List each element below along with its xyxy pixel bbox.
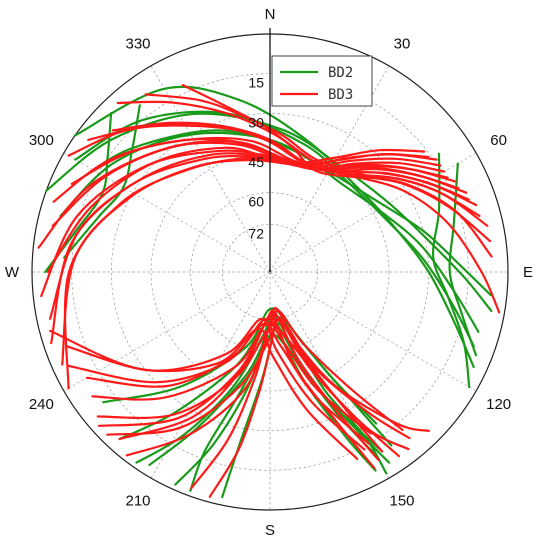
bd3-track-27 [118, 309, 380, 461]
bd2-track-7 [448, 162, 478, 357]
bd3-track-25 [190, 313, 400, 490]
elevation-label-30: 30 [248, 114, 264, 130]
azimuth-label-330: 330 [125, 35, 150, 52]
azimuth-label-300: 300 [29, 132, 54, 149]
axis-labels: N 30 60 E 120 150 S 210 240 W 300 330 15 30 45 60 72 [5, 6, 533, 539]
bd2-track-11 [148, 333, 384, 466]
azimuth-label-240: 240 [29, 396, 54, 413]
azimuth-label-180: S [265, 522, 275, 539]
elevation-label-45: 45 [248, 154, 264, 170]
azimuth-label-270: W [5, 264, 20, 281]
azimuth-label-210: 210 [125, 493, 150, 510]
azimuth-label-120: 120 [486, 396, 511, 413]
satellite-tracks [37, 84, 501, 499]
azimuth-label-30: 30 [394, 35, 411, 52]
legend-box [271, 55, 373, 107]
bd3-track-28 [97, 314, 376, 470]
legend-label-bd2: BD2 [328, 65, 353, 81]
legend-label-bd3: BD3 [328, 87, 353, 103]
grid-ring-60 [190, 192, 350, 352]
bd3-track-16 [63, 148, 426, 390]
azimuth-label-60: 60 [490, 132, 507, 149]
bd3-track-24 [208, 309, 404, 498]
bd2-track-8 [44, 112, 113, 274]
bd3-track-12 [40, 149, 446, 298]
azimuth-label-0: N [265, 6, 276, 23]
elevation-label-72: 72 [248, 225, 264, 241]
bd2-track-9 [63, 104, 141, 259]
bd2-track-3 [78, 129, 480, 333]
bd2-track-14 [102, 307, 378, 425]
bd2-track-16 [135, 312, 377, 464]
elevation-label-60: 60 [248, 194, 264, 210]
bd3-track-2 [144, 93, 493, 258]
azimuth-label-90: E [523, 264, 533, 281]
series-bd3 [37, 84, 501, 498]
series-bd2 [44, 85, 493, 499]
bd2-track-6 [431, 152, 471, 389]
bd3-track-26 [125, 306, 384, 457]
elevation-label-15: 15 [248, 75, 264, 91]
grid-ring-72 [222, 224, 318, 320]
legend: BD2 BD3 [271, 55, 373, 107]
bd2-track-4 [45, 112, 493, 313]
bd3-track-23 [49, 327, 359, 460]
azimuth-label-150: 150 [389, 493, 414, 510]
